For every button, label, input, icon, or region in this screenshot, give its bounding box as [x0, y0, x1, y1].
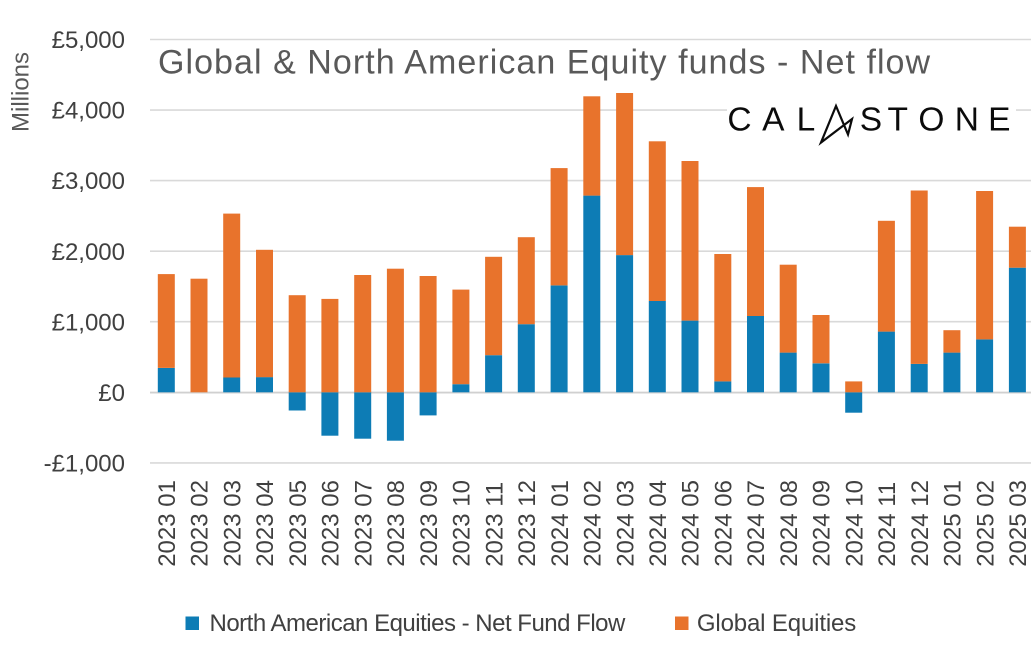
svg-text:£4,000: £4,000: [52, 98, 125, 125]
svg-text:2023 12: 2023 12: [514, 480, 541, 567]
svg-text:L: L: [797, 101, 816, 138]
svg-text:O: O: [918, 101, 944, 138]
svg-text:2025 03: 2025 03: [1005, 480, 1031, 567]
svg-text:2023 05: 2023 05: [285, 480, 312, 567]
svg-text:2025 02: 2025 02: [972, 480, 999, 567]
svg-text:£5,000: £5,000: [52, 27, 125, 54]
svg-text:N: N: [955, 101, 979, 138]
svg-text:£3,000: £3,000: [52, 168, 125, 195]
svg-text:2024 03: 2024 03: [612, 480, 639, 567]
svg-text:T: T: [887, 101, 907, 138]
svg-text:2024 07: 2024 07: [743, 480, 770, 567]
svg-text:S: S: [860, 101, 882, 138]
svg-text:2024 11: 2024 11: [874, 482, 901, 567]
svg-text:2024 02: 2024 02: [580, 480, 607, 567]
svg-text:C: C: [727, 101, 751, 138]
svg-text:2024 10: 2024 10: [841, 480, 868, 567]
svg-text:2024 08: 2024 08: [776, 480, 803, 567]
svg-text:2023 01: 2023 01: [154, 480, 181, 567]
svg-text:-£1,000: -£1,000: [44, 451, 125, 478]
svg-text:2024 05: 2024 05: [678, 480, 705, 567]
svg-text:2023 06: 2023 06: [318, 480, 345, 567]
svg-text:2023 04: 2023 04: [252, 480, 279, 567]
svg-text:A: A: [762, 101, 785, 138]
svg-text:2024 04: 2024 04: [645, 480, 672, 567]
svg-text:2023 03: 2023 03: [219, 480, 246, 567]
svg-text:2023 02: 2023 02: [187, 480, 214, 567]
svg-text:2025 01: 2025 01: [940, 480, 967, 567]
svg-text:£1,000: £1,000: [52, 309, 125, 336]
svg-text:£2,000: £2,000: [52, 239, 125, 266]
svg-text:2023 08: 2023 08: [383, 480, 410, 567]
svg-text:Millions: Millions: [8, 52, 35, 132]
svg-text:2023 09: 2023 09: [416, 480, 443, 567]
svg-text:2023 07: 2023 07: [350, 480, 377, 567]
svg-text:2024 12: 2024 12: [907, 480, 934, 567]
svg-text:2024 06: 2024 06: [711, 480, 738, 567]
svg-text:Global Equities: Global Equities: [697, 610, 856, 637]
svg-text:£0: £0: [98, 380, 125, 407]
svg-text:North American Equities - Net: North American Equities - Net Fund Flow: [210, 610, 627, 637]
svg-text:2023 10: 2023 10: [449, 480, 476, 567]
svg-text:Global & North American Equity: Global & North American Equity funds - N…: [158, 44, 931, 82]
svg-text:2023 11: 2023 11: [481, 482, 508, 567]
svg-text:E: E: [988, 101, 1010, 138]
svg-text:2024 09: 2024 09: [809, 480, 836, 567]
svg-text:2024 01: 2024 01: [547, 480, 574, 567]
